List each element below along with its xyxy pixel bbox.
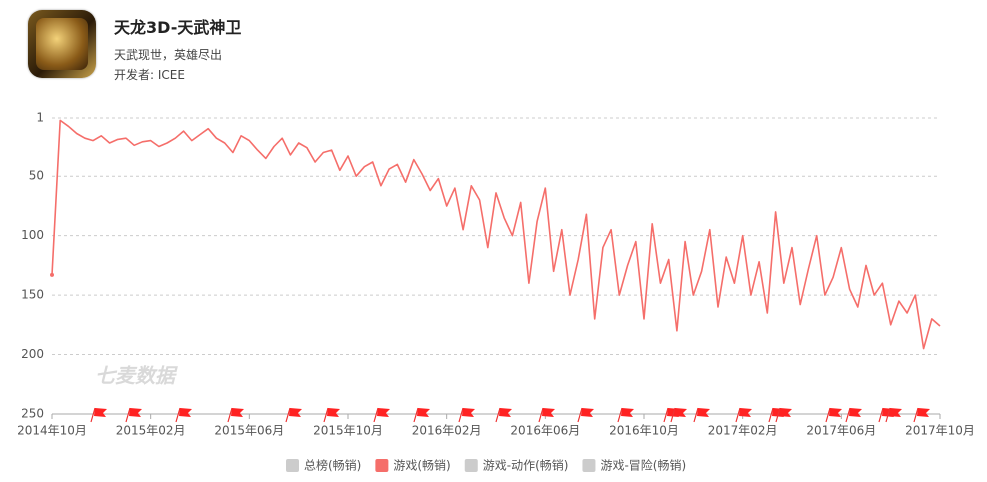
x-tick-label: 2016年10月 [609,424,679,438]
app-icon [28,10,96,78]
flag [327,408,340,417]
flag [621,408,634,417]
flag [917,408,930,417]
app-developer: 开发者: ICEE [114,68,185,82]
app-subtitle: 天武现世，英雄尽出 [114,48,223,62]
flag-pole [577,407,583,423]
flag-pole [693,407,699,423]
x-tick-label: 2014年10月 [17,424,87,438]
flag [179,408,192,417]
flag [462,408,475,417]
x-tick-label: 2016年06月 [510,424,580,438]
y-tick-label: 100 [21,228,44,242]
flag [739,408,752,417]
flag [697,408,710,417]
x-tick-label: 2015年10月 [313,424,383,438]
y-tick-label: 1 [36,111,44,125]
flag-pole [458,407,464,423]
flag-pole [825,407,831,423]
flag-pole [495,407,501,423]
x-tick-label: 2017年06月 [806,424,876,438]
flag [129,408,142,417]
flag-pole [885,407,891,423]
flag [674,408,687,417]
app-title: 天龙3D-天武神卫 [114,18,242,37]
app-header: 天龙3D-天武神卫 天武现世，英雄尽出 开发者: ICEE [28,10,728,90]
flag [231,408,244,417]
line [51,119,941,350]
flag-pole [373,407,379,423]
y-tick-label: 50 [29,169,44,183]
flag [581,408,594,417]
flag [94,408,107,417]
flag [829,408,842,417]
y-tick-label: 200 [21,347,44,361]
flag [542,408,555,417]
flag [849,408,862,417]
y-tick-label: 150 [21,288,44,302]
start-point [50,272,54,277]
x-tick-label: 2017年02月 [708,424,778,438]
flag [417,408,430,417]
flag-pole [775,407,781,423]
flag [889,408,902,417]
x-tick-label: 2015年02月 [116,424,186,438]
flag [289,408,302,417]
flag-pole [670,407,676,423]
x-tick-label: 2015年06月 [214,424,284,438]
legend-swatch [286,459,299,472]
flag-pole [323,407,329,423]
legend-swatch [375,459,389,472]
app-icon-art [36,18,88,70]
x-tick-label: 2016年02月 [412,424,482,438]
flag-pole [663,407,669,423]
flag [779,408,792,417]
flag-pole [617,407,623,423]
flag-pole [768,407,774,423]
legend-label[interactable]: 总榜(畅销) [304,458,361,473]
x-tick-label: 2017年10月 [905,424,975,438]
flag-pole [90,407,96,423]
flag-pole [227,407,233,423]
legend-label[interactable]: 游戏-动作(畅销) [483,459,569,473]
flag-pole [125,407,131,423]
flag-pole [913,407,919,423]
legend-swatch [582,459,596,472]
legend-label[interactable]: 游戏-冒险(畅销) [600,458,686,473]
watermark: 七麦数据 [95,364,178,388]
flag [499,408,512,417]
flag-pole [285,407,291,423]
flag-pole [413,407,419,423]
flag [377,408,390,417]
flag-pole [538,407,544,423]
flag-pole [878,407,884,423]
flag-pole [845,407,851,423]
y-tick-label: 250 [21,407,44,421]
flag-pole [735,407,741,423]
flag-pole [175,407,181,423]
legend-label[interactable]: 游戏(畅销) [393,459,450,473]
legend-swatch [464,459,478,472]
